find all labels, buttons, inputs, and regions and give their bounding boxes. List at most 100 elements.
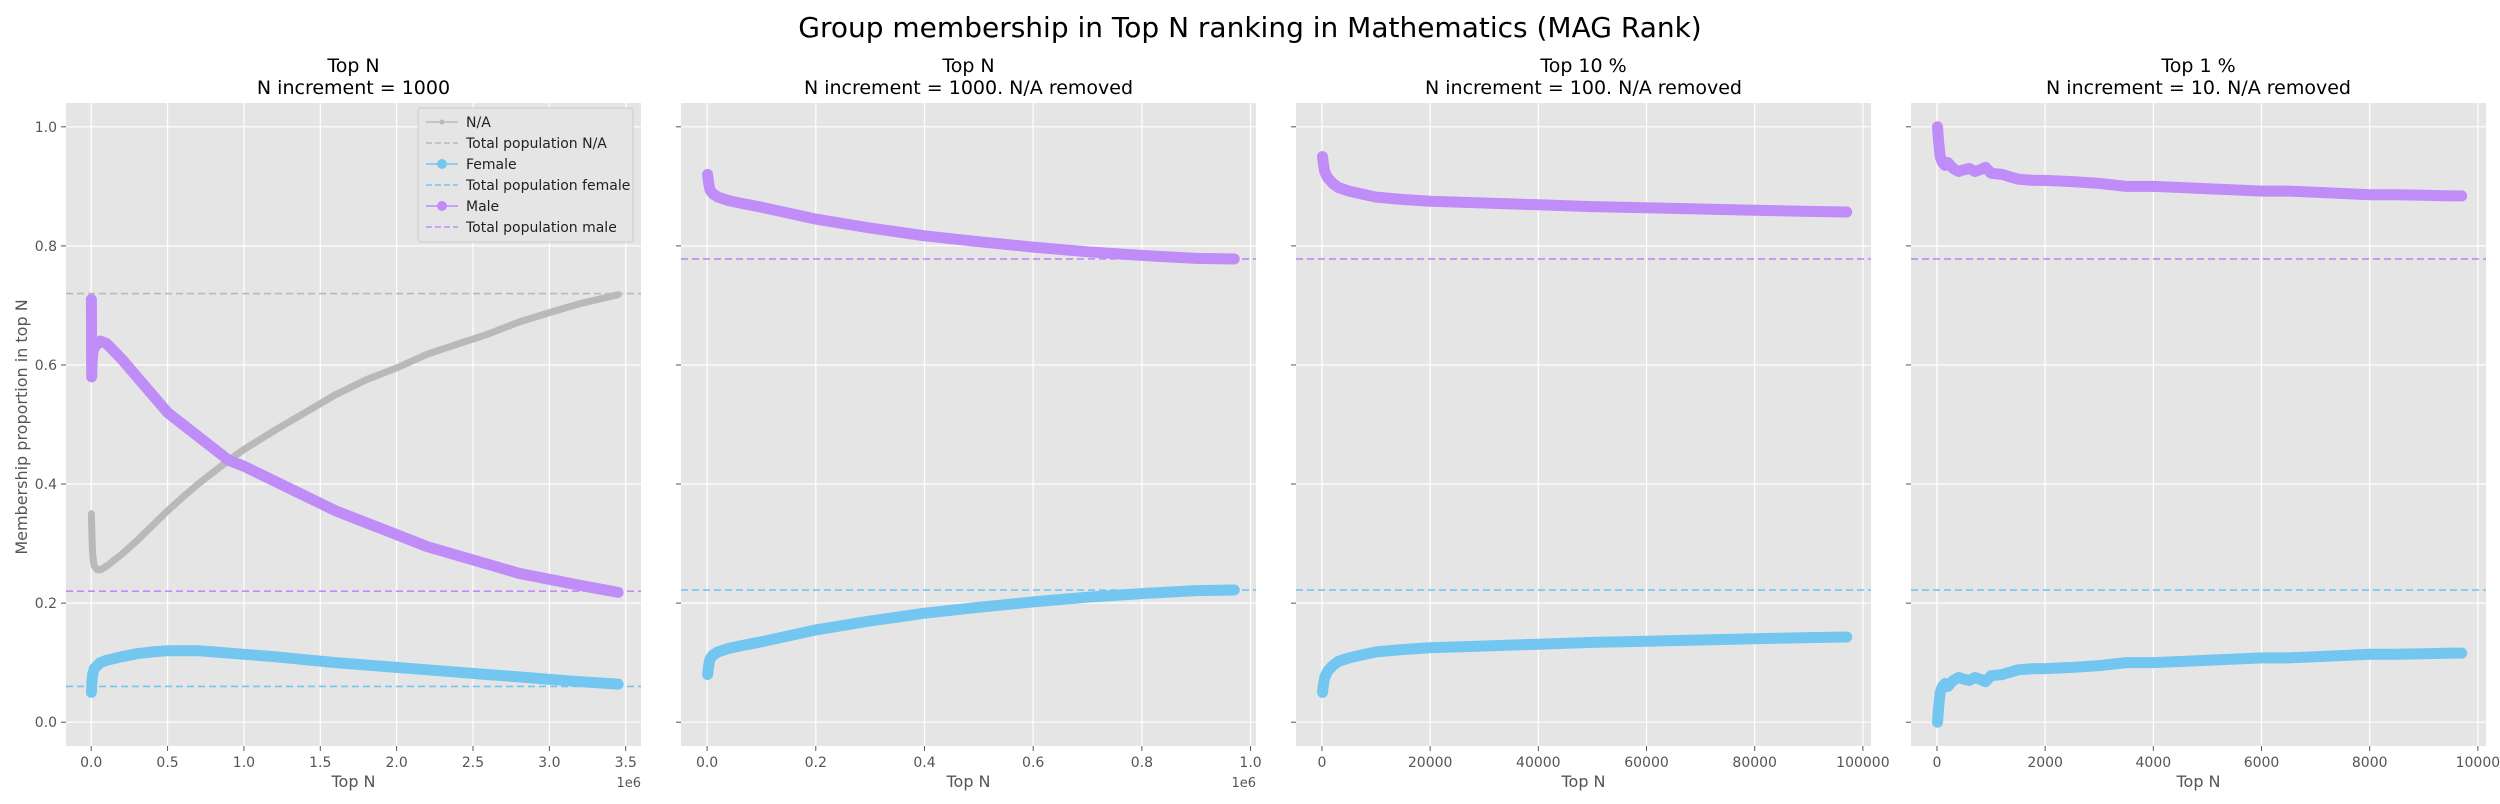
data-point-male xyxy=(1317,151,1328,162)
panel-title: Top 10 % xyxy=(1539,55,1626,77)
data-point-female xyxy=(1986,670,1997,681)
panel-title: Top N xyxy=(326,55,379,77)
data-point-male xyxy=(2175,182,2186,193)
data-point-female xyxy=(1533,639,1544,650)
data-point-female xyxy=(1932,717,1943,728)
data-point-female xyxy=(269,651,280,662)
x-tick-label: 1.0 xyxy=(1239,755,1261,771)
data-point-male xyxy=(1933,136,1944,147)
data-point-na xyxy=(424,351,430,357)
data-point-na xyxy=(333,392,339,398)
data-point-female xyxy=(1425,642,1436,653)
data-point-female xyxy=(1695,635,1706,646)
data-point-male xyxy=(330,505,341,516)
data-point-male xyxy=(2094,178,2105,189)
data-point-male xyxy=(1344,186,1355,197)
data-point-male xyxy=(1932,121,1943,132)
data-point-female xyxy=(2445,648,2456,659)
data-point-na xyxy=(241,447,247,453)
data-point-male xyxy=(1333,182,1344,193)
x-axis-label: Top N xyxy=(330,772,375,791)
data-point-female xyxy=(2175,656,2186,667)
data-point-male xyxy=(2391,189,2402,200)
data-point-male xyxy=(193,431,204,442)
x-tick-label: 0 xyxy=(1933,755,1942,771)
data-point-na xyxy=(363,377,369,383)
data-point-female xyxy=(1229,585,1240,596)
data-point-male xyxy=(1371,192,1382,203)
x-offset-label: 1e6 xyxy=(616,776,641,791)
data-point-na xyxy=(165,508,171,514)
data-point-female xyxy=(865,615,876,626)
data-point-male xyxy=(723,195,734,206)
data-point-male xyxy=(2229,184,2240,195)
data-point-male xyxy=(1587,201,1598,212)
figure-title: Group membership in Top N ranking in Mat… xyxy=(798,11,1701,44)
data-point-male xyxy=(712,192,723,203)
data-point-female xyxy=(1082,592,1093,603)
data-point-male xyxy=(116,354,127,365)
data-point-female xyxy=(1317,687,1328,698)
x-tick-label: 8000 xyxy=(2352,755,2388,771)
data-point-female xyxy=(1028,596,1039,607)
data-point-female xyxy=(2391,649,2402,660)
data-point-male xyxy=(483,559,494,570)
data-point-male xyxy=(132,371,143,382)
panel-subtitle: N increment = 1000 xyxy=(257,77,450,99)
data-point-male xyxy=(2418,190,2429,201)
y-tick-label: 0.6 xyxy=(35,358,57,374)
data-point-male xyxy=(86,371,97,382)
data-point-male xyxy=(86,294,97,305)
data-point-female xyxy=(147,646,158,657)
data-point-female xyxy=(1641,636,1652,647)
data-point-female xyxy=(208,646,219,657)
legend-box xyxy=(417,107,634,243)
data-point-female xyxy=(2029,663,2040,674)
panel-background xyxy=(681,103,1256,746)
y-tick-label: 0.2 xyxy=(35,596,57,612)
data-point-female xyxy=(783,630,794,641)
data-point-male xyxy=(223,455,234,466)
legend-marker xyxy=(437,159,447,169)
legend-label: Total population male xyxy=(465,220,617,236)
data-point-female xyxy=(756,636,767,647)
data-point-male xyxy=(162,407,173,418)
data-point-female xyxy=(361,660,372,671)
data-point-female xyxy=(1749,633,1760,644)
data-point-female xyxy=(1333,656,1344,667)
data-point-female xyxy=(2283,652,2294,663)
data-point-male xyxy=(1082,246,1093,257)
data-point-male xyxy=(702,169,713,180)
data-point-female xyxy=(2310,651,2321,662)
data-point-male xyxy=(574,580,585,591)
data-point-female xyxy=(1191,585,1202,596)
data-point-male xyxy=(101,338,112,349)
data-point-female xyxy=(116,651,127,662)
data-point-na xyxy=(302,410,308,416)
data-point-male xyxy=(1191,253,1202,264)
x-tick-label: 80000 xyxy=(1732,755,1777,771)
data-point-female xyxy=(2456,648,2467,659)
data-point-na xyxy=(97,567,103,573)
data-point-male xyxy=(544,574,555,585)
data-point-female xyxy=(2229,654,2240,665)
data-point-male xyxy=(452,550,463,561)
x-tick-label: 2.5 xyxy=(462,755,484,771)
data-point-female xyxy=(193,645,204,656)
data-point-female xyxy=(1803,632,1814,643)
data-point-male xyxy=(2283,186,2294,197)
data-point-male xyxy=(2029,175,2040,186)
data-point-male xyxy=(2148,181,2159,192)
data-point-na xyxy=(149,523,155,529)
data-point-female xyxy=(1587,637,1598,648)
data-point-male xyxy=(1641,202,1652,213)
legend-label: Male xyxy=(466,199,499,215)
data-point-female xyxy=(1933,702,1944,713)
data-point-male xyxy=(1398,194,1409,205)
data-point-na xyxy=(271,427,277,433)
panel-subtitle: N increment = 10. N/A removed xyxy=(2046,77,2351,99)
y-tick-label: 0.0 xyxy=(35,715,57,731)
y-axis-label: Membership proportion in top N xyxy=(12,299,31,554)
data-point-na xyxy=(180,494,186,500)
